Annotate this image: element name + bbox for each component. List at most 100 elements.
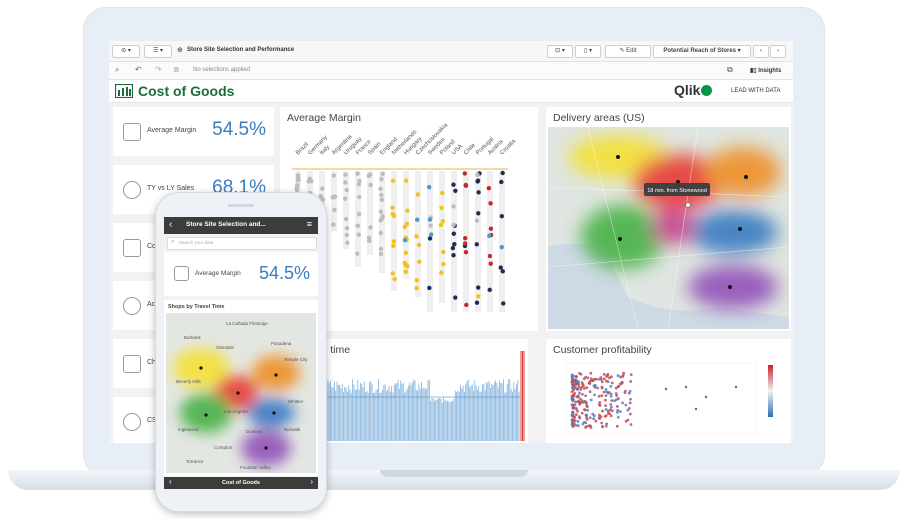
data-point[interactable] <box>427 285 432 291</box>
kpi-average-margin[interactable]: Average Margin 54.5% <box>113 107 274 156</box>
data-point[interactable] <box>344 187 349 193</box>
next-sheet-icon[interactable]: › <box>310 477 313 486</box>
data-point[interactable] <box>453 295 458 300</box>
hamburger-menu-icon[interactable]: ≡ <box>306 219 312 229</box>
customer-point[interactable] <box>618 410 622 413</box>
customer-point[interactable] <box>601 409 605 413</box>
data-point[interactable] <box>453 188 458 194</box>
data-point[interactable] <box>464 302 469 308</box>
customer-point[interactable] <box>597 378 600 381</box>
data-point[interactable] <box>474 218 480 223</box>
data-point[interactable] <box>320 186 325 191</box>
data-point[interactable] <box>355 171 360 176</box>
customer-point[interactable] <box>576 409 579 413</box>
customer-point[interactable] <box>622 371 626 375</box>
customer-point[interactable] <box>602 372 606 376</box>
customer-point[interactable] <box>577 385 581 389</box>
customer-point[interactable] <box>589 377 593 381</box>
data-point[interactable] <box>379 197 385 203</box>
customer-point[interactable] <box>570 380 574 384</box>
data-point[interactable] <box>414 285 419 291</box>
data-point[interactable] <box>486 186 492 191</box>
data-point[interactable] <box>331 222 336 227</box>
data-point[interactable] <box>309 178 314 184</box>
data-point[interactable] <box>355 251 360 256</box>
data-point[interactable] <box>475 178 481 183</box>
data-point[interactable] <box>439 205 444 210</box>
customer-point[interactable] <box>577 394 580 398</box>
previous-sheet-button[interactable]: ‹ <box>753 45 769 58</box>
data-point[interactable] <box>438 222 444 228</box>
customer-point[interactable] <box>605 422 609 426</box>
customer-point[interactable] <box>619 375 622 379</box>
customer-point[interactable] <box>615 424 619 428</box>
customer-point[interactable] <box>584 400 588 404</box>
data-point[interactable] <box>391 239 397 244</box>
customer-point[interactable] <box>606 412 610 415</box>
customer-point[interactable] <box>578 371 581 375</box>
data-point[interactable] <box>499 213 505 219</box>
customer-point[interactable] <box>592 384 596 388</box>
back-arrow-icon[interactable]: ‹ <box>169 219 173 230</box>
customer-point[interactable] <box>602 377 606 381</box>
phone-search-input[interactable]: ⌕ Search your data <box>167 237 317 250</box>
data-point[interactable] <box>452 241 457 247</box>
customer-profitability-chart[interactable] <box>546 339 791 443</box>
store-marker[interactable] <box>236 391 240 395</box>
customer-point[interactable] <box>600 421 604 425</box>
data-point[interactable] <box>405 208 410 213</box>
store-marker[interactable] <box>199 366 203 370</box>
customer-point[interactable] <box>571 410 575 414</box>
data-point[interactable] <box>379 192 384 198</box>
customer-point[interactable] <box>623 389 627 393</box>
customer-point[interactable] <box>596 386 599 390</box>
data-point[interactable] <box>500 170 505 176</box>
customer-point[interactable] <box>610 405 613 409</box>
data-point[interactable] <box>440 218 446 224</box>
customer-point[interactable] <box>615 410 619 414</box>
customer-point[interactable] <box>585 386 589 390</box>
data-point[interactable] <box>356 211 362 217</box>
customer-point[interactable] <box>573 403 577 407</box>
customer-point[interactable] <box>604 424 608 428</box>
data-point[interactable] <box>414 217 420 222</box>
data-point[interactable] <box>427 217 433 222</box>
data-point[interactable] <box>390 271 395 276</box>
customer-point[interactable] <box>591 412 595 416</box>
customer-point[interactable] <box>616 415 620 419</box>
customer-point[interactable] <box>628 401 632 405</box>
customer-point[interactable] <box>573 415 577 419</box>
data-point[interactable] <box>378 246 384 252</box>
customer-point[interactable] <box>628 389 632 393</box>
data-point[interactable] <box>295 183 300 188</box>
data-point[interactable] <box>441 249 446 255</box>
global-menu-button[interactable]: ☰ ▾ <box>144 45 172 58</box>
data-point[interactable] <box>451 204 456 209</box>
data-point[interactable] <box>414 234 419 239</box>
data-point[interactable] <box>417 259 422 264</box>
data-point[interactable] <box>451 182 456 187</box>
data-point[interactable] <box>451 253 456 258</box>
data-point[interactable] <box>403 250 409 256</box>
data-point[interactable] <box>498 265 503 270</box>
customer-point[interactable] <box>585 416 588 420</box>
customer-point[interactable] <box>571 419 575 423</box>
data-point[interactable] <box>402 224 408 230</box>
data-point[interactable] <box>392 276 397 282</box>
customer-point[interactable] <box>576 388 580 391</box>
bookmark-icon-button[interactable]: ▯ ▾ <box>575 45 601 58</box>
customer-point[interactable] <box>616 385 620 389</box>
customer-point[interactable] <box>629 380 633 383</box>
data-point[interactable] <box>414 278 419 283</box>
customer-point[interactable] <box>578 391 581 395</box>
data-point[interactable] <box>356 232 361 237</box>
customer-point[interactable] <box>588 390 592 394</box>
customer-point[interactable] <box>589 371 593 375</box>
customer-point[interactable] <box>608 376 611 380</box>
customer-point[interactable] <box>606 380 610 384</box>
data-point[interactable] <box>344 225 350 231</box>
data-point[interactable] <box>463 235 468 241</box>
customer-point[interactable] <box>588 416 592 420</box>
data-point[interactable] <box>405 264 410 269</box>
story-button[interactable]: ⊡ ▾ <box>547 45 573 58</box>
